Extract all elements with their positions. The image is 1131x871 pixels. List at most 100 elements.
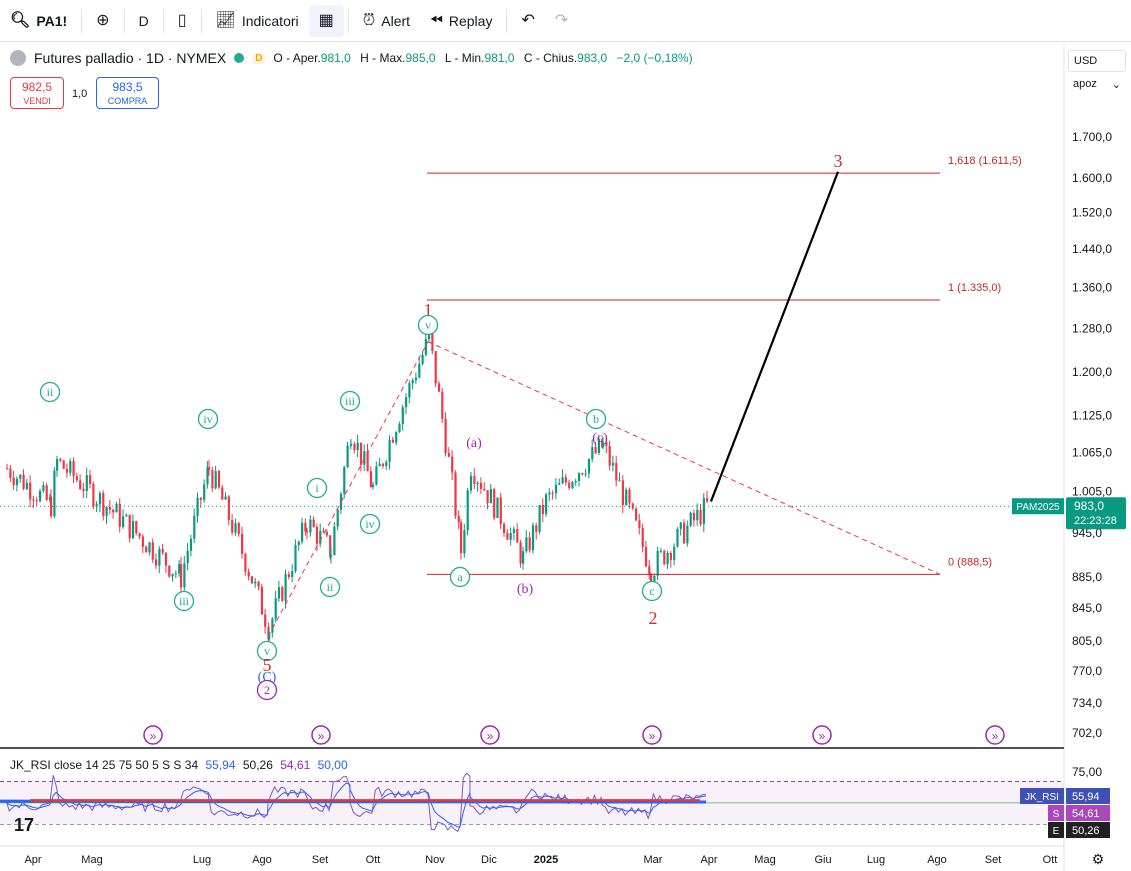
indicators-icon: 📈︎ xyxy=(215,11,236,29)
candle-body xyxy=(247,571,250,577)
candle-body xyxy=(145,546,148,553)
candle xyxy=(483,482,486,492)
chart-title: Futures palladio · 1D · NYMEX xyxy=(34,50,227,66)
symbol-search-button[interactable]: 🔍︎ PA1! xyxy=(0,5,77,37)
candle-body xyxy=(673,546,676,560)
layouts-button[interactable]: ▦ xyxy=(308,4,344,37)
replay-button[interactable]: ⏪︎ Replay xyxy=(420,5,502,37)
chart-type-button[interactable]: ▯ xyxy=(168,5,197,37)
adjustment-dropdown[interactable]: apoz ⌄ xyxy=(1068,74,1126,96)
candle-body xyxy=(669,552,672,560)
wave-label: v xyxy=(256,640,278,662)
candle-body xyxy=(441,391,444,419)
tradingview-logo[interactable]: 17 xyxy=(14,815,35,835)
candle xyxy=(148,541,151,556)
toolbar-divider xyxy=(162,8,164,33)
candle xyxy=(56,455,59,477)
candle-body xyxy=(102,493,105,516)
candle xyxy=(686,520,689,547)
currency-dropdown[interactable]: USD ⌄ xyxy=(1068,50,1126,72)
time-tick-label: Ago xyxy=(927,854,947,866)
price-tick-label: 805,0 xyxy=(1072,634,1102,648)
wave-text: v xyxy=(425,318,431,332)
candle-body xyxy=(22,474,25,489)
alert-button[interactable]: ⏰︎ Alert xyxy=(353,5,420,37)
candle xyxy=(506,529,509,541)
undo-button[interactable]: ↶ xyxy=(511,5,544,37)
candle-body xyxy=(180,564,183,588)
candle-body xyxy=(509,533,512,540)
candle-body xyxy=(98,493,102,505)
candle xyxy=(641,523,644,553)
candle-body xyxy=(203,484,206,500)
candle-body xyxy=(186,550,189,564)
candle-body xyxy=(469,476,473,491)
candle xyxy=(158,546,161,574)
wave-circle xyxy=(339,390,361,412)
candle-body xyxy=(414,377,418,381)
candle-body xyxy=(611,462,615,466)
candle xyxy=(378,458,381,467)
candle xyxy=(648,559,651,580)
candle-body xyxy=(268,632,271,640)
candle xyxy=(75,472,78,483)
candle-body xyxy=(584,473,587,475)
candle xyxy=(460,519,463,560)
candle-body xyxy=(214,471,217,489)
wave-label: a xyxy=(449,566,471,588)
candle xyxy=(115,501,118,513)
time-tick-label: Nov xyxy=(425,854,445,866)
candle xyxy=(319,523,322,548)
compare-symbol-button[interactable]: ⊕ xyxy=(86,5,119,37)
candle xyxy=(644,540,648,568)
candle-body xyxy=(568,482,571,488)
candle xyxy=(702,493,705,533)
price-tick-label: 845,0 xyxy=(1072,601,1102,615)
trendline-dashed xyxy=(267,341,429,637)
interval-button[interactable]: D xyxy=(129,5,159,37)
candle xyxy=(531,522,535,554)
candle-body xyxy=(343,467,346,494)
candle-body xyxy=(418,363,421,378)
toolbar-divider xyxy=(123,8,125,33)
candle xyxy=(554,478,558,500)
quantity-value[interactable]: 1,0 xyxy=(72,88,88,100)
candle xyxy=(254,577,257,588)
candle-body xyxy=(62,460,65,469)
candle xyxy=(375,461,378,486)
candle-body xyxy=(325,532,328,536)
sell-button[interactable]: 982,5 VENDI xyxy=(10,77,64,109)
candle-body xyxy=(602,442,605,448)
time-tick-label: Ott xyxy=(1043,854,1058,866)
fib-level-label: 1,618 (1.611,5) xyxy=(948,155,1022,167)
candle-body xyxy=(538,505,541,532)
candle-body xyxy=(141,536,144,547)
candle xyxy=(516,523,519,543)
candle xyxy=(356,434,359,458)
candle xyxy=(535,522,538,540)
buy-button[interactable]: 983,5 COMPRA xyxy=(96,77,159,109)
candle-body xyxy=(92,483,95,507)
candle xyxy=(294,539,297,574)
wave-text: ii xyxy=(327,580,334,594)
candle-body xyxy=(72,461,75,477)
event-marker-circle xyxy=(143,725,163,745)
candle xyxy=(164,552,168,573)
candle-body xyxy=(221,487,224,500)
candle xyxy=(512,526,516,541)
candle-body xyxy=(571,482,574,488)
candle xyxy=(231,514,234,536)
wave-text: a xyxy=(457,570,463,584)
close-label: C - Chius. xyxy=(523,51,578,65)
candle xyxy=(281,585,284,602)
rsi-tag-value: 50,26 xyxy=(1072,825,1100,837)
time-tick-label: Mag xyxy=(81,854,102,866)
low-value: 981,0 xyxy=(484,51,515,65)
rsi-tag-label-bg xyxy=(1020,788,1064,804)
candle xyxy=(330,547,333,564)
candle-body xyxy=(85,475,88,491)
candle-body xyxy=(466,490,469,531)
indicators-button[interactable]: 📈︎ Indicatori xyxy=(206,5,309,37)
wave-circle xyxy=(39,381,61,403)
